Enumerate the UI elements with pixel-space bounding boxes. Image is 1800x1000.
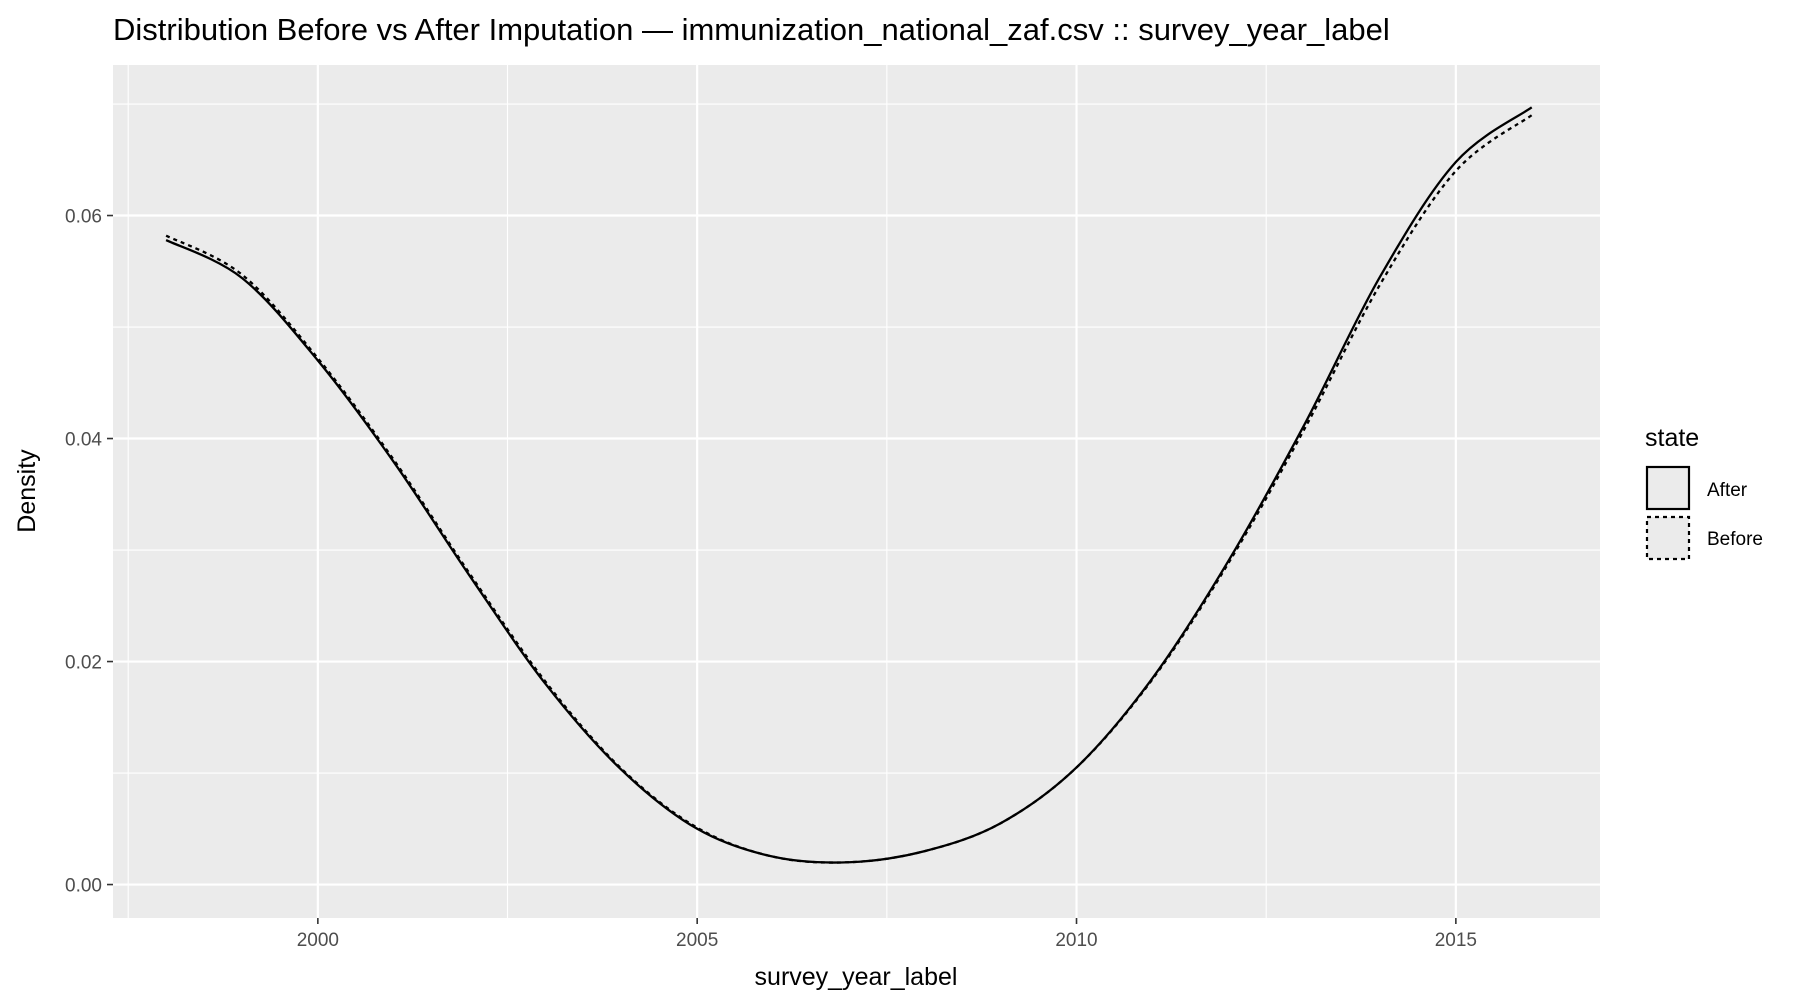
plot-panel [113,65,1600,918]
legend-label-before: Before [1707,529,1763,550]
grid-minor [113,65,1600,918]
x-axis-title: survey_year_label [755,963,958,991]
grid-major [113,65,1600,918]
x-tick-label: 2015 [1435,930,1477,951]
y-axis-title: Density [13,449,41,533]
x-tick-label: 2005 [676,930,718,951]
series-layer [165,106,1533,864]
x-axis: 2000 2005 2010 2015 [297,918,1477,951]
x-tick-label: 2010 [1055,930,1097,951]
y-tick-label: 0.04 [65,430,102,451]
legend-label-after: After [1707,480,1748,501]
x-tick-label: 2000 [297,930,339,951]
legend-title: state [1645,424,1699,452]
chart-title: Distribution Before vs After Imputation … [113,12,1390,47]
legend-key-after [1645,465,1691,511]
series-line-after [165,106,1533,864]
legend-key-before [1645,515,1691,561]
y-tick-label: 0.06 [65,207,102,228]
y-axis: 0.00 0.02 0.04 0.06 [65,207,113,897]
legend: state After Before [1645,424,1763,561]
y-tick-label: 0.02 [65,653,102,674]
y-tick-label: 0.00 [65,876,102,897]
